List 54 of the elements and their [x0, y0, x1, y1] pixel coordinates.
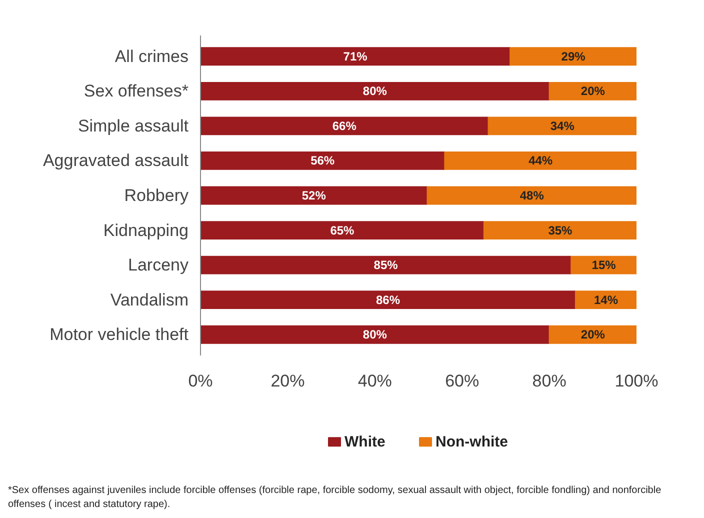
data-label: 29% [561, 49, 586, 64]
data-label: 66% [332, 118, 357, 133]
y-tick-label: Robbery [124, 186, 189, 205]
x-tick-label: 0% [188, 372, 213, 390]
data-label: 35% [548, 223, 573, 238]
bar [483, 221, 636, 240]
bar [570, 256, 636, 274]
bar [200, 152, 446, 170]
bar [200, 186, 428, 205]
data-label: 34% [550, 118, 575, 133]
bar [488, 116, 636, 136]
bar [200, 116, 489, 136]
bar [200, 256, 572, 274]
x-tick-label: 80% [532, 372, 566, 390]
y-tick-label: Vandalism [110, 290, 189, 310]
bar [200, 82, 550, 100]
data-label: 20% [580, 84, 606, 98]
x-tick-label: 60% [445, 372, 480, 390]
bar [444, 152, 636, 170]
y-tick-label: Simple assault [78, 116, 189, 136]
y-tick-label: Aggravated assault [42, 151, 189, 170]
data-label: 80% [362, 328, 388, 342]
legend-label: White [344, 433, 386, 450]
y-tick-label: All crimes [114, 46, 188, 66]
bar [574, 290, 636, 310]
data-label: 48% [520, 188, 544, 202]
bar [200, 325, 550, 344]
bar [548, 325, 636, 344]
bar [510, 47, 636, 66]
bar [200, 290, 576, 310]
data-label: 71% [343, 49, 368, 64]
legend-label: Non-white [436, 433, 508, 450]
data-label: 65% [330, 223, 355, 238]
y-tick-label: Sex offenses* [84, 82, 189, 101]
x-tick-label: 20% [270, 372, 305, 390]
data-label: 56% [310, 154, 335, 168]
bar [200, 47, 511, 66]
text: *Sex offenses against juveniles include forcible offenses (forcible rape, forcible sodomy, sexual assault with object, forcible fondling) and nonforcible offenses ( incest and statutory rape). [8, 484, 662, 512]
bar [200, 221, 484, 240]
data-label: 86% [376, 292, 400, 307]
x-tick-label: 100% [614, 372, 658, 390]
data-label: 44% [528, 154, 553, 168]
data-label: 80% [362, 84, 388, 98]
bar [548, 82, 636, 100]
data-label: 85% [374, 258, 398, 272]
data-label: 15% [592, 258, 616, 272]
data-label: 14% [594, 292, 618, 307]
bar [426, 186, 636, 205]
x-tick-label: 40% [358, 372, 392, 390]
data-label: 52% [302, 188, 326, 202]
y-tick-label: Kidnapping [103, 220, 189, 240]
y-tick-label: Motor vehicle theft [50, 325, 189, 344]
y-tick-label: Larceny [128, 256, 189, 275]
data-label: 20% [580, 328, 606, 342]
